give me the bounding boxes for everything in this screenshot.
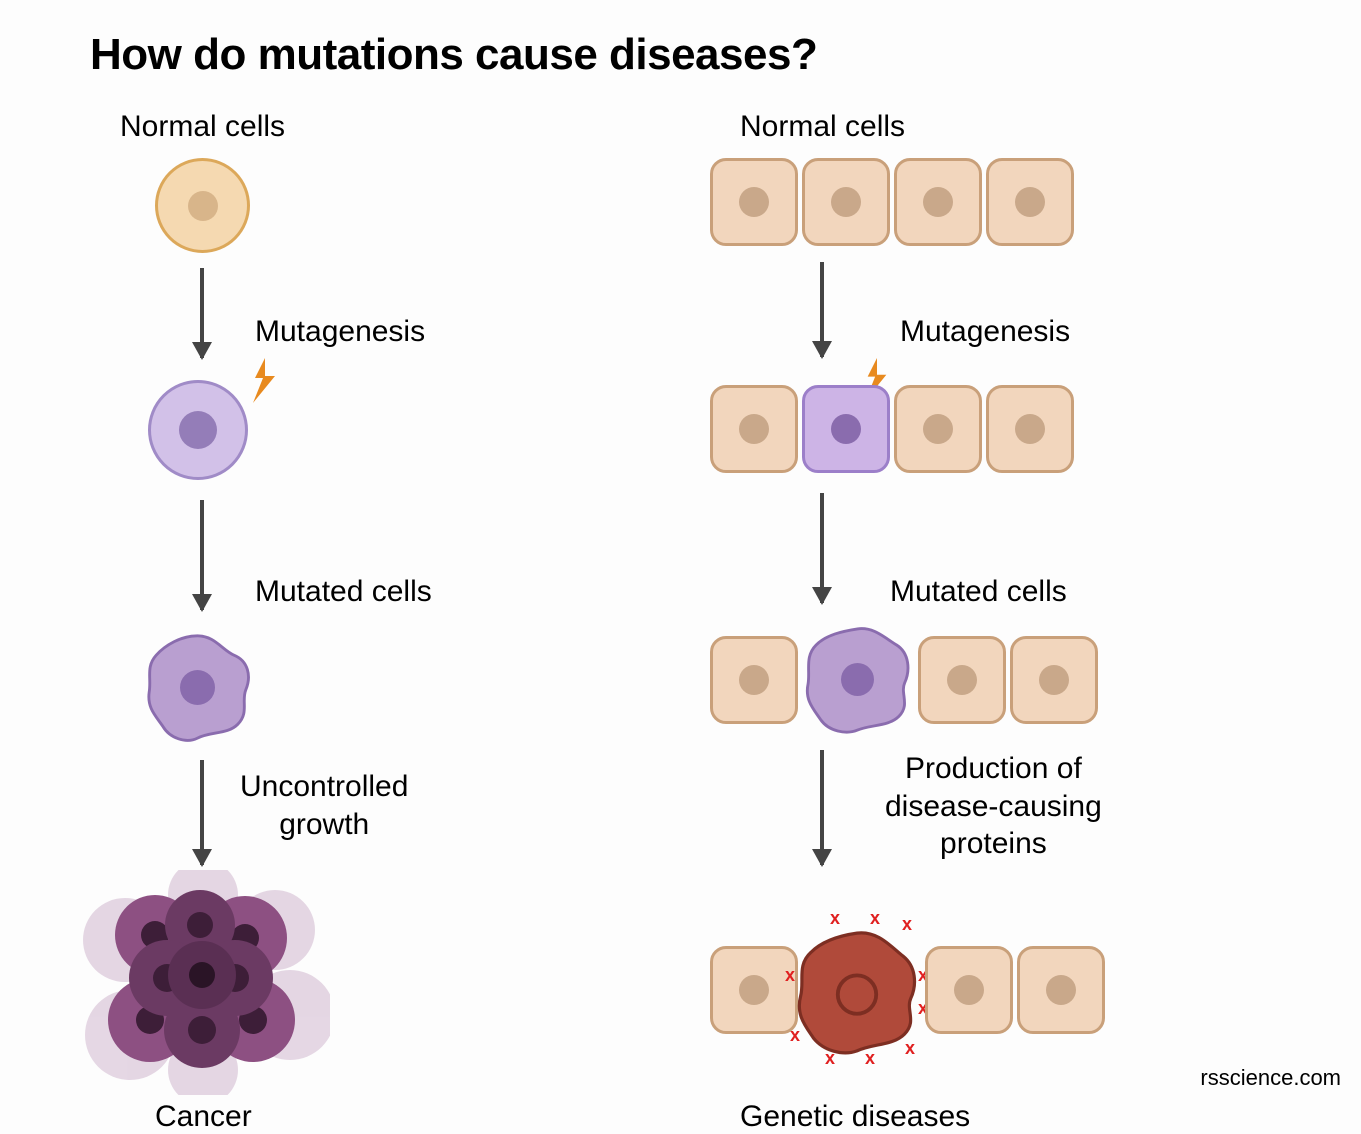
square-cell bbox=[1010, 636, 1098, 724]
square-cell bbox=[986, 385, 1074, 473]
nucleus-icon bbox=[1039, 665, 1069, 695]
arrow-3-right bbox=[820, 750, 824, 865]
nucleus-icon bbox=[739, 187, 769, 217]
square-cell bbox=[986, 158, 1074, 246]
square-cell bbox=[894, 385, 982, 473]
label-mutagenesis-left: Mutagenesis bbox=[255, 315, 425, 349]
column-genetic-disease: Normal cells Mutagenesis Mutated cells bbox=[660, 100, 1280, 1090]
label-genetic-diseases: Genetic diseases bbox=[740, 1100, 970, 1134]
arrow-2-right bbox=[820, 493, 824, 603]
xmark-icon: x bbox=[902, 914, 912, 935]
nucleus-icon bbox=[841, 663, 874, 696]
square-cell bbox=[710, 385, 798, 473]
square-cell bbox=[710, 158, 798, 246]
label-production-proteins: Production of disease-causing proteins bbox=[885, 750, 1102, 863]
xmark-icon: x bbox=[830, 908, 840, 929]
nucleus-icon bbox=[180, 670, 215, 705]
square-cell bbox=[1017, 946, 1105, 1034]
nucleus-icon bbox=[739, 975, 769, 1005]
xmark-icon: x bbox=[825, 1048, 835, 1069]
text-line: Production of bbox=[905, 752, 1082, 785]
tumor-cluster bbox=[75, 870, 330, 1095]
nucleus-icon bbox=[1015, 187, 1045, 217]
arrow-1-left bbox=[200, 268, 204, 358]
nucleus-icon bbox=[954, 975, 984, 1005]
arrow-1-right bbox=[820, 262, 824, 357]
nucleus-icon bbox=[188, 191, 218, 221]
mutated-round-cell bbox=[148, 380, 248, 480]
label-mutagenesis-right: Mutagenesis bbox=[900, 315, 1070, 349]
watermark: rsscience.com bbox=[1200, 1065, 1341, 1091]
normal-round-cell bbox=[155, 158, 250, 253]
mutated-blob-cell bbox=[140, 630, 255, 745]
text-line: proteins bbox=[940, 827, 1047, 860]
mutated-square-cell bbox=[802, 385, 890, 473]
page-title: How do mutations cause diseases? bbox=[90, 30, 817, 80]
label-cancer: Cancer bbox=[155, 1100, 252, 1134]
column-cancer: Normal cells Mutagenesis Mutated cells U… bbox=[40, 100, 660, 1090]
nucleus-icon bbox=[179, 411, 217, 449]
nucleus-icon bbox=[739, 414, 769, 444]
text-line: disease-causing bbox=[885, 790, 1102, 823]
xmark-icon: x bbox=[905, 1038, 915, 1059]
label-mutated-cells-right: Mutated cells bbox=[890, 575, 1067, 609]
nucleus-icon bbox=[923, 414, 953, 444]
xmark-icon: x bbox=[865, 1048, 875, 1069]
nucleus-icon bbox=[923, 187, 953, 217]
xmark-icon: x bbox=[870, 908, 880, 929]
normal-cell-row bbox=[710, 158, 1074, 246]
arrow-2-left bbox=[200, 500, 204, 610]
nucleus-icon bbox=[831, 414, 861, 444]
square-cell bbox=[710, 946, 798, 1034]
xmark-icon: x bbox=[790, 1025, 800, 1046]
arrow-3-left bbox=[200, 760, 204, 865]
nucleus-icon bbox=[1046, 975, 1076, 1005]
square-cell bbox=[918, 636, 1006, 724]
label-mutated-cells-left: Mutated cells bbox=[255, 575, 432, 609]
diseased-blob-cell bbox=[793, 928, 921, 1056]
label-uncontrolled-growth: Uncontrolled growth bbox=[240, 768, 408, 843]
square-cell bbox=[894, 158, 982, 246]
text-line: Uncontrolled bbox=[240, 770, 408, 803]
mutated-blob-cell bbox=[800, 622, 915, 737]
nucleus-icon bbox=[739, 665, 769, 695]
mutated-cell-row bbox=[710, 628, 1110, 728]
square-cell bbox=[925, 946, 1013, 1034]
lightning-icon bbox=[245, 358, 285, 408]
text-line: growth bbox=[279, 808, 369, 841]
nucleus-icon bbox=[831, 187, 861, 217]
mutagenesis-cell-row bbox=[710, 385, 1074, 473]
xmark-icon: x bbox=[785, 965, 795, 986]
diseased-cell-row: x x x x x x x x x x bbox=[710, 930, 1110, 1050]
nucleus-icon bbox=[1015, 414, 1045, 444]
nucleus-icon bbox=[947, 665, 977, 695]
label-normal-cells-left: Normal cells bbox=[120, 110, 285, 144]
square-cell bbox=[710, 636, 798, 724]
square-cell bbox=[802, 158, 890, 246]
label-normal-cells-right: Normal cells bbox=[740, 110, 905, 144]
